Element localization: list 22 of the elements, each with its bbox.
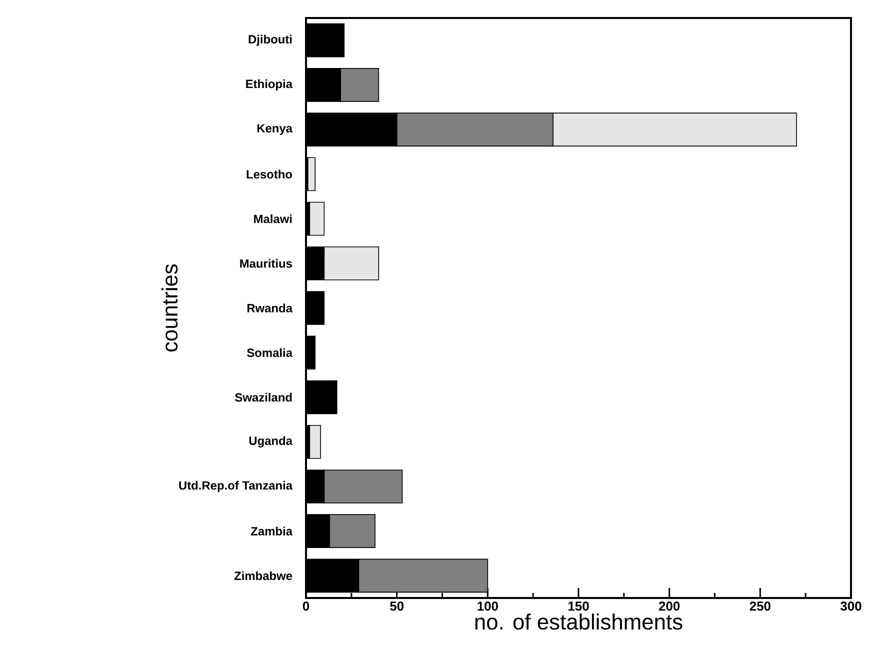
y-tick-label: Malawi [254,214,292,224]
x-tick-label: 150 [568,602,589,611]
y-tick-label: Somalia [246,348,293,358]
y-tick-label: Mauritius [240,259,292,268]
y-tick-label: Lesotho [246,170,292,179]
y-tick-label: Swaziland [235,392,292,402]
y-tick-label: Utd.Rep.of Tanzania [179,480,293,492]
y-axis-title: countries [162,264,178,352]
x-tick-label: 0 [302,602,310,611]
y-tick-label: Zambia [250,526,293,536]
x-tick-label: 200 [658,602,680,611]
y-tick-label: Ethiopia [246,79,293,90]
y-tick-label: Zimbabwe [234,571,292,580]
y-tick-label: Kenya [257,124,293,135]
x-tick-label: 300 [840,602,862,611]
y-tick-label: Uganda [249,436,293,448]
x-tick-label: 50 [390,602,404,611]
y-tick-label: Rwanda [247,304,293,312]
x-tick-label: 250 [750,602,770,611]
y-tick-label: Djibouti [248,34,292,46]
x-axis-title: no. of establishments [475,614,682,630]
x-tick-label: 100 [478,602,498,611]
